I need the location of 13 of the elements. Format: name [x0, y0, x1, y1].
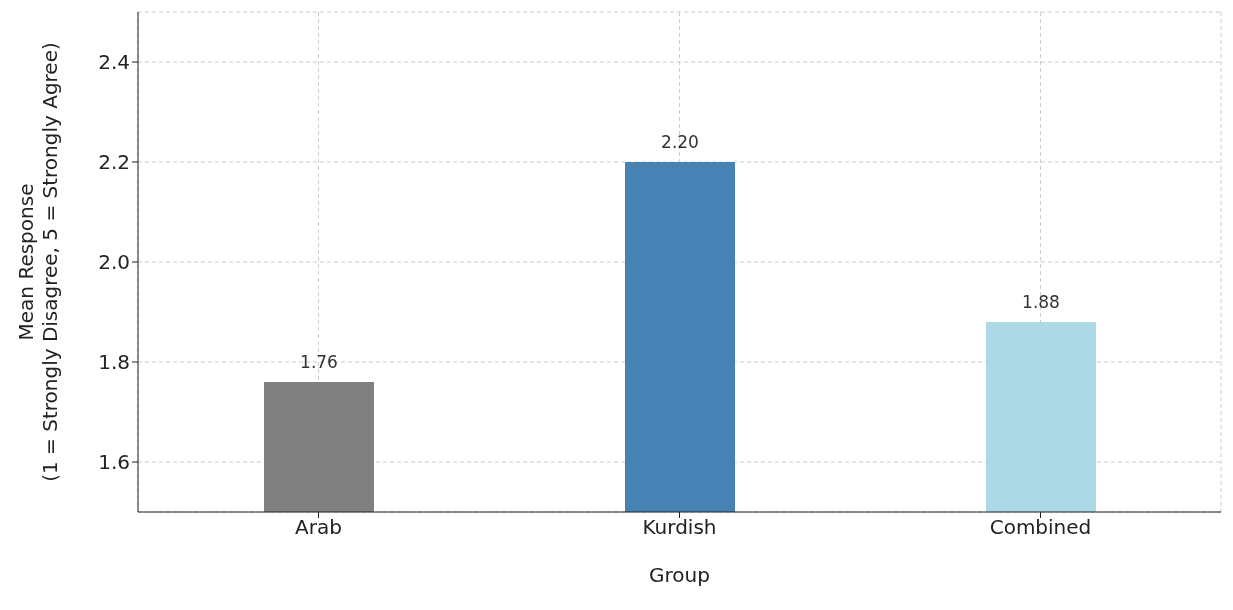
y-tick-label: 1.8 — [98, 350, 130, 375]
y-tick-label: 1.6 — [98, 450, 130, 475]
x-tick-label: Arab — [295, 515, 342, 540]
x-tick-label: Combined — [989, 515, 1092, 540]
y-tick-label: 2.2 — [98, 150, 130, 175]
y-tick-label: 2.4 — [98, 50, 130, 75]
data-label: 2.20 — [661, 132, 699, 152]
x-axis-title: Group — [649, 563, 710, 587]
y-tick-label: 2.0 — [98, 250, 130, 275]
x-tick-label: Kurdish — [642, 515, 717, 540]
data-label: 1.88 — [1022, 292, 1060, 312]
y-axis-title: Mean Response (1 = Strongly Disagree, 5 = Strongly Agree) — [14, 42, 62, 482]
data-label: 1.76 — [300, 352, 338, 372]
